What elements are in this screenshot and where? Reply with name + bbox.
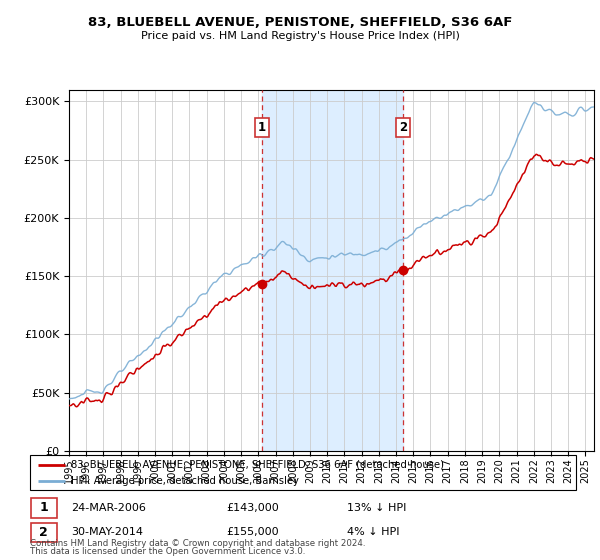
Text: £155,000: £155,000 bbox=[227, 528, 279, 538]
FancyBboxPatch shape bbox=[31, 498, 57, 517]
Text: Contains HM Land Registry data © Crown copyright and database right 2024.: Contains HM Land Registry data © Crown c… bbox=[30, 539, 365, 548]
Text: 4% ↓ HPI: 4% ↓ HPI bbox=[347, 528, 399, 538]
Text: 30-MAY-2014: 30-MAY-2014 bbox=[71, 528, 143, 538]
Bar bbox=[262, 90, 403, 451]
Text: 83, BLUEBELL AVENUE, PENISTONE, SHEFFIELD, S36 6AF: 83, BLUEBELL AVENUE, PENISTONE, SHEFFIEL… bbox=[88, 16, 512, 29]
Text: HPI: Average price, detached house, Barnsley: HPI: Average price, detached house, Barn… bbox=[71, 475, 299, 486]
Text: Price paid vs. HM Land Registry's House Price Index (HPI): Price paid vs. HM Land Registry's House … bbox=[140, 31, 460, 41]
Text: 1: 1 bbox=[258, 121, 266, 134]
Text: 2: 2 bbox=[39, 526, 48, 539]
Text: This data is licensed under the Open Government Licence v3.0.: This data is licensed under the Open Gov… bbox=[30, 547, 305, 556]
Text: 1: 1 bbox=[39, 501, 48, 514]
Text: 83, BLUEBELL AVENUE, PENISTONE, SHEFFIELD, S36 6AF (detached house): 83, BLUEBELL AVENUE, PENISTONE, SHEFFIEL… bbox=[71, 460, 444, 470]
Text: 2: 2 bbox=[399, 121, 407, 134]
Text: £143,000: £143,000 bbox=[227, 503, 280, 513]
Text: 13% ↓ HPI: 13% ↓ HPI bbox=[347, 503, 406, 513]
FancyBboxPatch shape bbox=[31, 522, 57, 542]
Text: 24-MAR-2006: 24-MAR-2006 bbox=[71, 503, 146, 513]
